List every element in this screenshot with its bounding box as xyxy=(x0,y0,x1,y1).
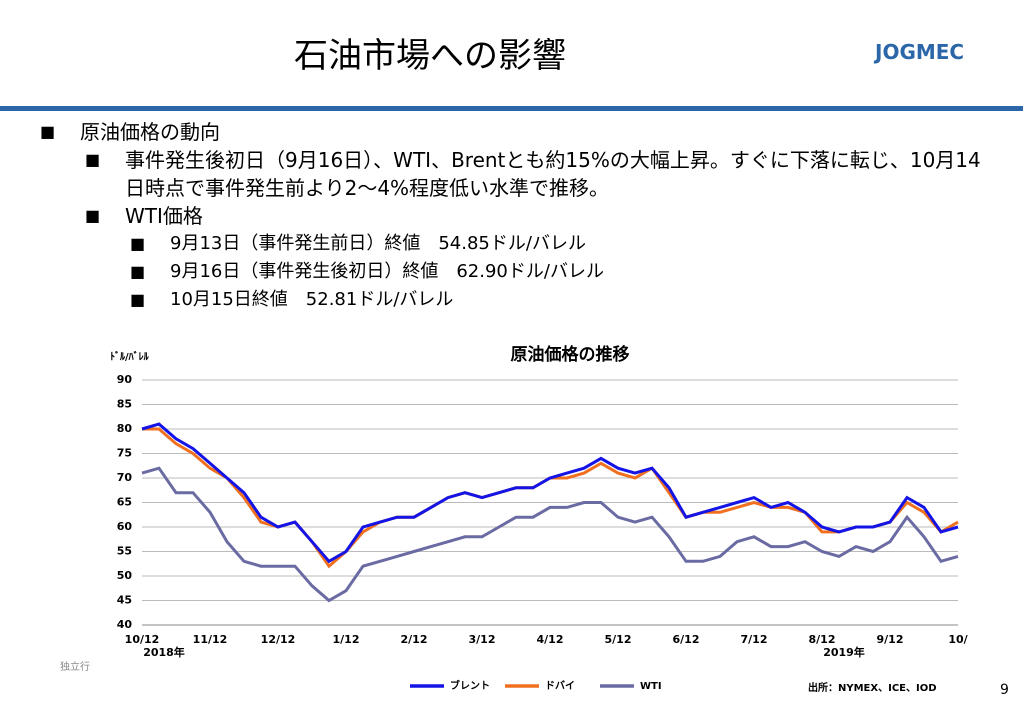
x-tick-label: 12/12 xyxy=(261,633,296,646)
slide-title: 石油市場への影響 xyxy=(294,36,566,76)
legend-label: WTI xyxy=(640,681,662,692)
logo: JOGMEC xyxy=(875,40,965,64)
source: 出所：NYMEX、ICE、IOD xyxy=(808,681,937,694)
y-tick-label: 70 xyxy=(117,471,133,484)
y-axis-label: ﾄﾞﾙ/ﾊﾞﾚﾙ xyxy=(110,350,150,363)
series-line xyxy=(141,422,959,564)
x-tick-label: 7/12 xyxy=(741,633,768,646)
y-tick-label: 85 xyxy=(117,398,132,411)
header-rule xyxy=(0,106,1023,111)
x-tick-label: 9/12 xyxy=(877,633,904,646)
year-label: 2018年 xyxy=(143,645,185,659)
legend-label: ドバイ xyxy=(545,680,575,692)
legend-label: ブレント xyxy=(450,679,490,692)
bullet: WTI価格 xyxy=(85,202,1000,230)
x-tick-label: 2/12 xyxy=(401,633,428,646)
bullet: 事件発生後初日（9月16日）、WTI、Brentとも約15%の大幅上昇。すぐに下… xyxy=(85,146,1000,202)
y-tick-label: 50 xyxy=(117,569,133,582)
chart-title: 原油価格の推移 xyxy=(511,344,630,365)
footer: 独立行 xyxy=(60,660,90,673)
bullet: 原油価格の動向 xyxy=(40,118,1000,146)
y-tick-label: 45 xyxy=(117,594,132,607)
x-tick-label: 10/12 xyxy=(125,633,160,646)
x-tick-label: 4/12 xyxy=(537,633,564,646)
y-tick-label: 40 xyxy=(117,618,133,631)
series-line xyxy=(142,427,959,569)
y-tick-label: 60 xyxy=(117,520,133,533)
y-tick-label: 65 xyxy=(117,496,132,509)
year-label: 2019年 xyxy=(823,645,865,659)
y-tick-label: 80 xyxy=(117,422,133,435)
bullet: 9月13日（事件発生前日）終値 54.85ドル/バレル xyxy=(130,230,1000,258)
x-tick-label: 3/12 xyxy=(469,633,496,646)
x-tick-label: 5/12 xyxy=(605,633,632,646)
page-number: 9 xyxy=(1000,682,1009,698)
bullet: 10月15日終値 52.81ドル/バレル xyxy=(130,286,1000,314)
x-tick-label: 8/12 xyxy=(809,633,836,646)
y-tick-label: 90 xyxy=(117,373,133,386)
y-tick-label: 75 xyxy=(117,447,132,460)
bullets: 原油価格の動向事件発生後初日（9月16日）、WTI、Brentとも約15%の大幅… xyxy=(40,118,1000,314)
x-tick-label: 6/12 xyxy=(673,633,700,646)
series-line xyxy=(141,466,959,603)
bullet: 9月16日（事件発生後初日）終値 62.90ドル/バレル xyxy=(130,258,1000,286)
y-tick-label: 55 xyxy=(117,545,132,558)
x-tick-label: 10/ xyxy=(948,633,968,646)
x-tick-label: 1/12 xyxy=(333,633,360,646)
x-tick-label: 11/12 xyxy=(193,633,228,646)
